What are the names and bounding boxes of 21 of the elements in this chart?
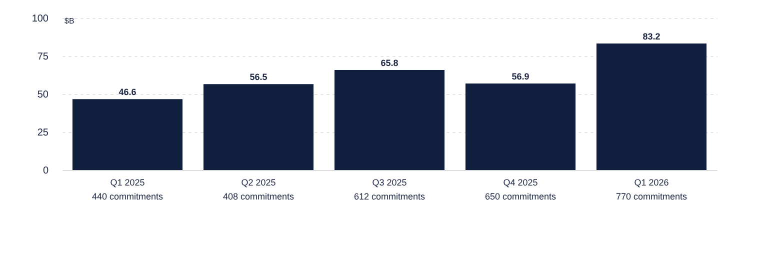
y-tick-label: 50 — [37, 90, 49, 100]
bar — [465, 84, 576, 170]
data-label: 56.9 — [512, 72, 530, 82]
bar — [203, 84, 314, 170]
bar — [334, 70, 445, 170]
x-tick-label: Q3 2025 612 commitments — [354, 178, 426, 202]
data-label: 65.8 — [380, 58, 398, 68]
y-tick-label: 25 — [37, 128, 49, 138]
x-tick-label: Q1 2025 440 commitments — [92, 178, 164, 202]
y-tick-label: 100 — [32, 14, 49, 24]
data-label: 56.5 — [250, 72, 268, 82]
data-label: 83.2 — [642, 32, 660, 42]
bar — [596, 44, 707, 170]
data-label: 46.6 — [118, 87, 136, 98]
y-tick-label: 75 — [37, 52, 49, 62]
y-tick-label: 0 — [42, 166, 49, 176]
x-tick-label: Q4 2025 650 commitments — [484, 178, 557, 202]
y-axis-title: $B — [64, 16, 74, 26]
x-tick-label: Q2 2025 408 commitments — [222, 178, 295, 202]
x-tick-label: Q1 2026 770 commitments — [616, 178, 688, 202]
bar — [72, 99, 183, 170]
